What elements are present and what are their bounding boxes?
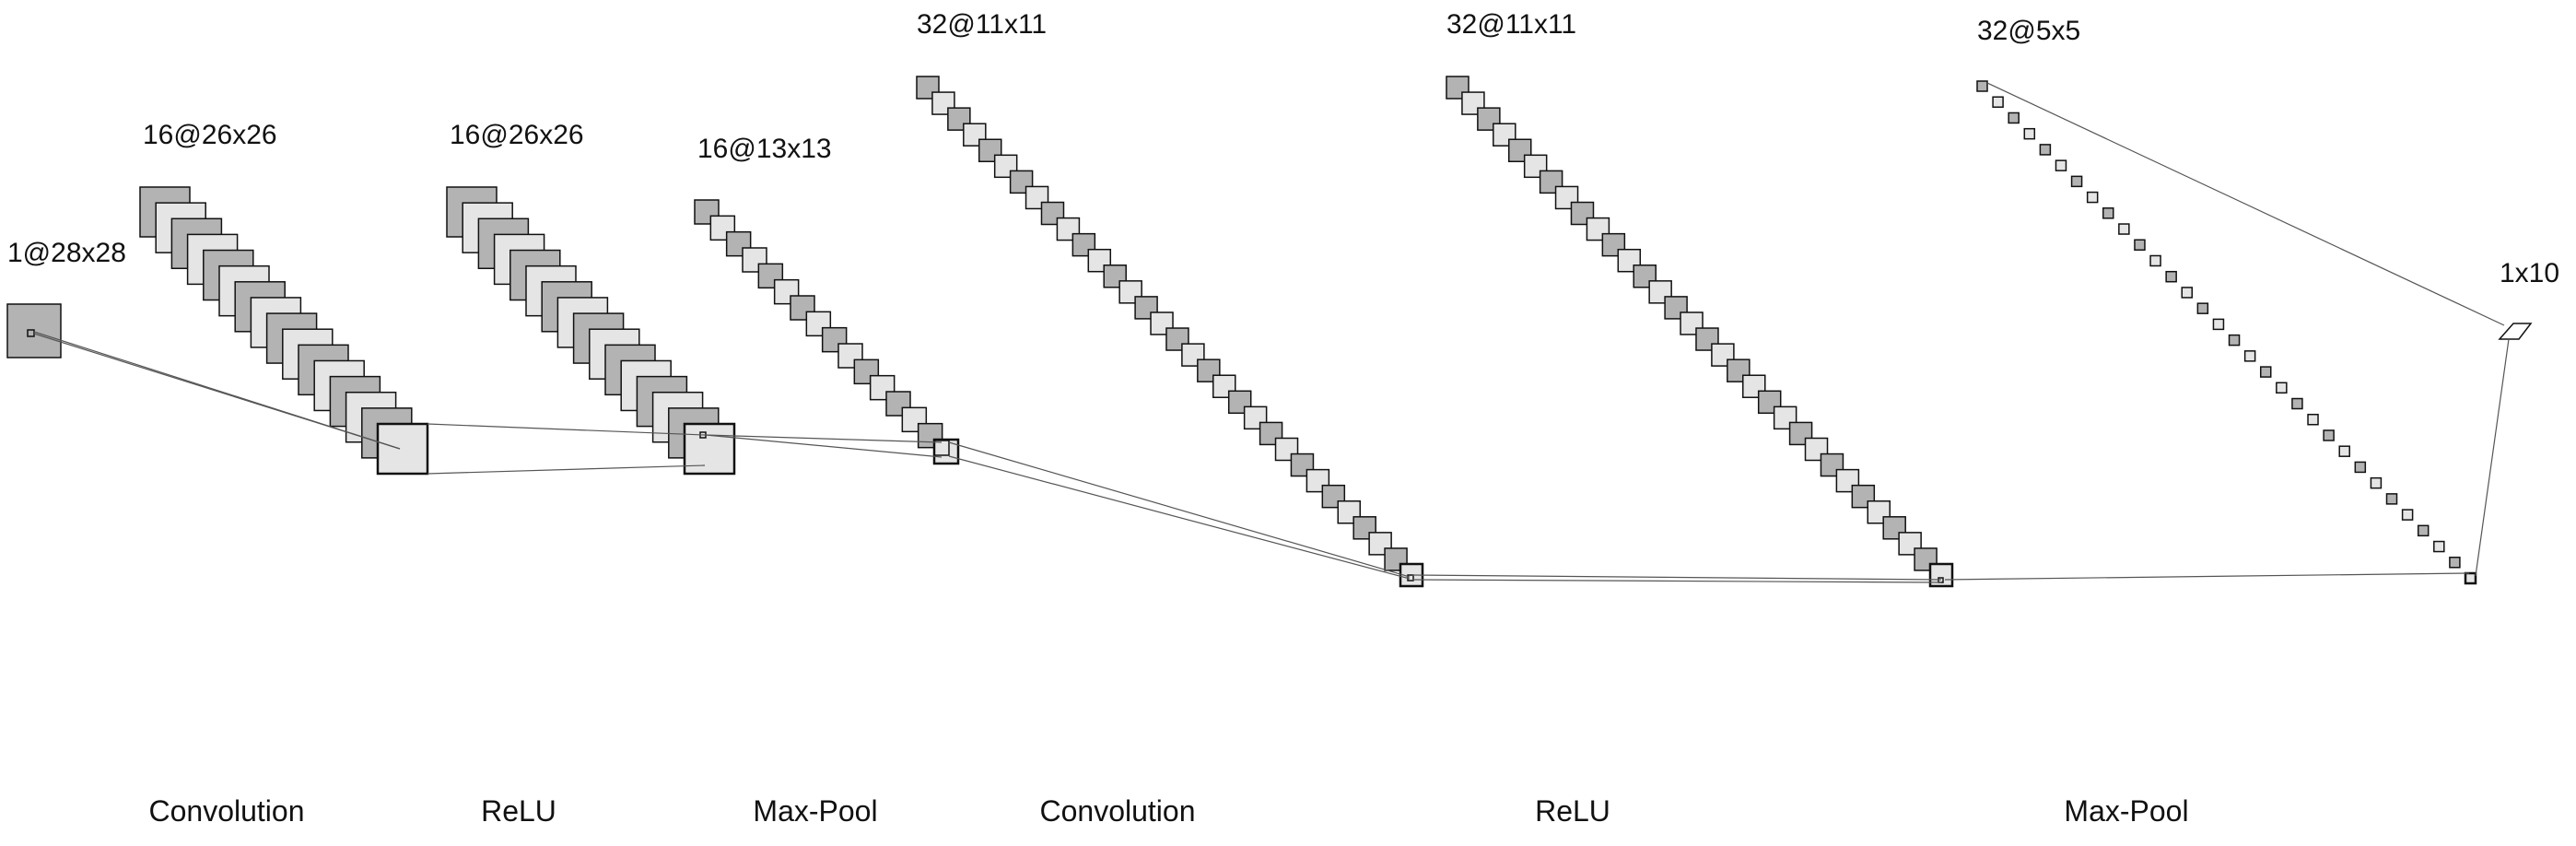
connector-relu1-pool1-b bbox=[705, 434, 943, 458]
connector-input-conv1-b bbox=[33, 333, 401, 450]
conv2-map-2 bbox=[931, 91, 955, 115]
pool2-map-26 bbox=[2370, 476, 2383, 489]
pool2-map-29 bbox=[2417, 524, 2430, 537]
connector-conv2-relu2-a bbox=[1411, 574, 1942, 581]
relu2-map-28 bbox=[1867, 499, 1891, 524]
pool2-map-1 bbox=[1976, 80, 1988, 92]
connector-pool2-output-bottom bbox=[2475, 338, 2510, 577]
pool1-map-14 bbox=[901, 406, 928, 433]
layer-label-conv1: 16@26x26 bbox=[143, 120, 277, 150]
pool2-map-12 bbox=[2149, 254, 2161, 267]
layer-label-relu2: 32@11x11 bbox=[1446, 9, 1577, 40]
pool2-map-24 bbox=[2338, 445, 2350, 457]
operation-label-convolution-2: Convolution bbox=[1039, 794, 1196, 828]
pool2-map-8 bbox=[2086, 191, 2099, 204]
pool2-map-3 bbox=[2008, 112, 2020, 124]
pool2-map-25 bbox=[2354, 461, 2367, 474]
pool2-map-23 bbox=[2323, 429, 2335, 441]
pool1-map-11 bbox=[853, 358, 880, 385]
pool2-map-27 bbox=[2385, 493, 2398, 505]
conv2-map-13 bbox=[1103, 264, 1127, 288]
pool2-map-18 bbox=[2243, 350, 2256, 362]
pool2-map-10 bbox=[2118, 223, 2130, 235]
connector-pool2-output-top bbox=[1986, 82, 2505, 326]
connector-conv1-relu1-a bbox=[427, 423, 706, 436]
connector-conv1-relu1-b bbox=[427, 464, 706, 475]
relu1-map-16 bbox=[683, 422, 736, 476]
pool1-map-8 bbox=[805, 311, 832, 337]
pool1-map-1 bbox=[694, 199, 720, 225]
layer-label-pool2: 32@5x5 bbox=[1977, 16, 2081, 46]
connector-conv2-relu2-b bbox=[1411, 579, 1942, 583]
pool2-map-32 bbox=[2464, 571, 2477, 585]
pool2-map-7 bbox=[2070, 175, 2083, 188]
pool1-map-7 bbox=[790, 295, 815, 321]
relu2-map-7 bbox=[1539, 170, 1563, 194]
pool2-map-5 bbox=[2039, 144, 2052, 156]
pool2-map-20 bbox=[2276, 382, 2288, 394]
pool2-map-28 bbox=[2401, 509, 2414, 521]
conv2-map-4 bbox=[963, 123, 987, 147]
pool2-map-19 bbox=[2259, 366, 2272, 378]
operation-label-maxpool-1: Max-Pool bbox=[753, 794, 878, 828]
operation-label-convolution-1: Convolution bbox=[148, 794, 305, 828]
output-vector bbox=[2498, 323, 2533, 340]
conv2-map-27 bbox=[1321, 484, 1346, 509]
relu2-map-13 bbox=[1633, 264, 1657, 288]
pool2-map-22 bbox=[2307, 413, 2319, 426]
pool2-map-4 bbox=[2023, 127, 2036, 140]
pool2-map-21 bbox=[2291, 397, 2303, 410]
operation-label-relu-2: ReLU bbox=[1535, 794, 1610, 828]
conv1-map-16 bbox=[376, 422, 429, 476]
connector-pool1-conv2-b bbox=[948, 455, 1411, 580]
pool2-map-14 bbox=[2181, 287, 2194, 299]
kernel-pool1 bbox=[933, 440, 950, 456]
operation-label-maxpool-2: Max-Pool bbox=[2064, 794, 2189, 828]
relu2-map-15 bbox=[1664, 296, 1688, 320]
pool2-map-16 bbox=[2212, 318, 2225, 331]
conv2-map-18 bbox=[1181, 343, 1205, 367]
layer-label-pool1: 16@13x13 bbox=[697, 134, 832, 164]
operation-label-relu-1: ReLU bbox=[481, 794, 556, 828]
kernel-input bbox=[27, 329, 35, 337]
pool1-map-16 bbox=[932, 438, 960, 465]
pool2-map-9 bbox=[2102, 207, 2114, 219]
connector-pool1-conv2-a bbox=[948, 441, 1411, 578]
pool2-map-31 bbox=[2449, 557, 2461, 569]
pool2-map-15 bbox=[2196, 302, 2209, 314]
layer-label-input: 1@28x28 bbox=[7, 238, 126, 268]
pool2-map-2 bbox=[1992, 96, 2004, 108]
conv2-map-9 bbox=[1040, 201, 1065, 226]
pool2-map-30 bbox=[2433, 540, 2445, 553]
layer-label-relu1: 16@26x26 bbox=[450, 120, 584, 150]
layer-label-output: 1x10 bbox=[2500, 258, 2560, 288]
pool2-map-11 bbox=[2134, 239, 2146, 252]
connector-relu2-pool2 bbox=[1944, 572, 2470, 581]
pool2-map-17 bbox=[2228, 334, 2241, 347]
layer-label-conv2: 32@11x11 bbox=[917, 9, 1048, 40]
conv2-map-10 bbox=[1056, 217, 1081, 241]
pool2-map-13 bbox=[2165, 270, 2177, 283]
relu2-map-21 bbox=[1757, 390, 1782, 415]
conv2-map-16 bbox=[1150, 311, 1174, 335]
pool2-map-6 bbox=[2055, 159, 2067, 171]
connector-relu1-pool1-a bbox=[705, 434, 943, 443]
